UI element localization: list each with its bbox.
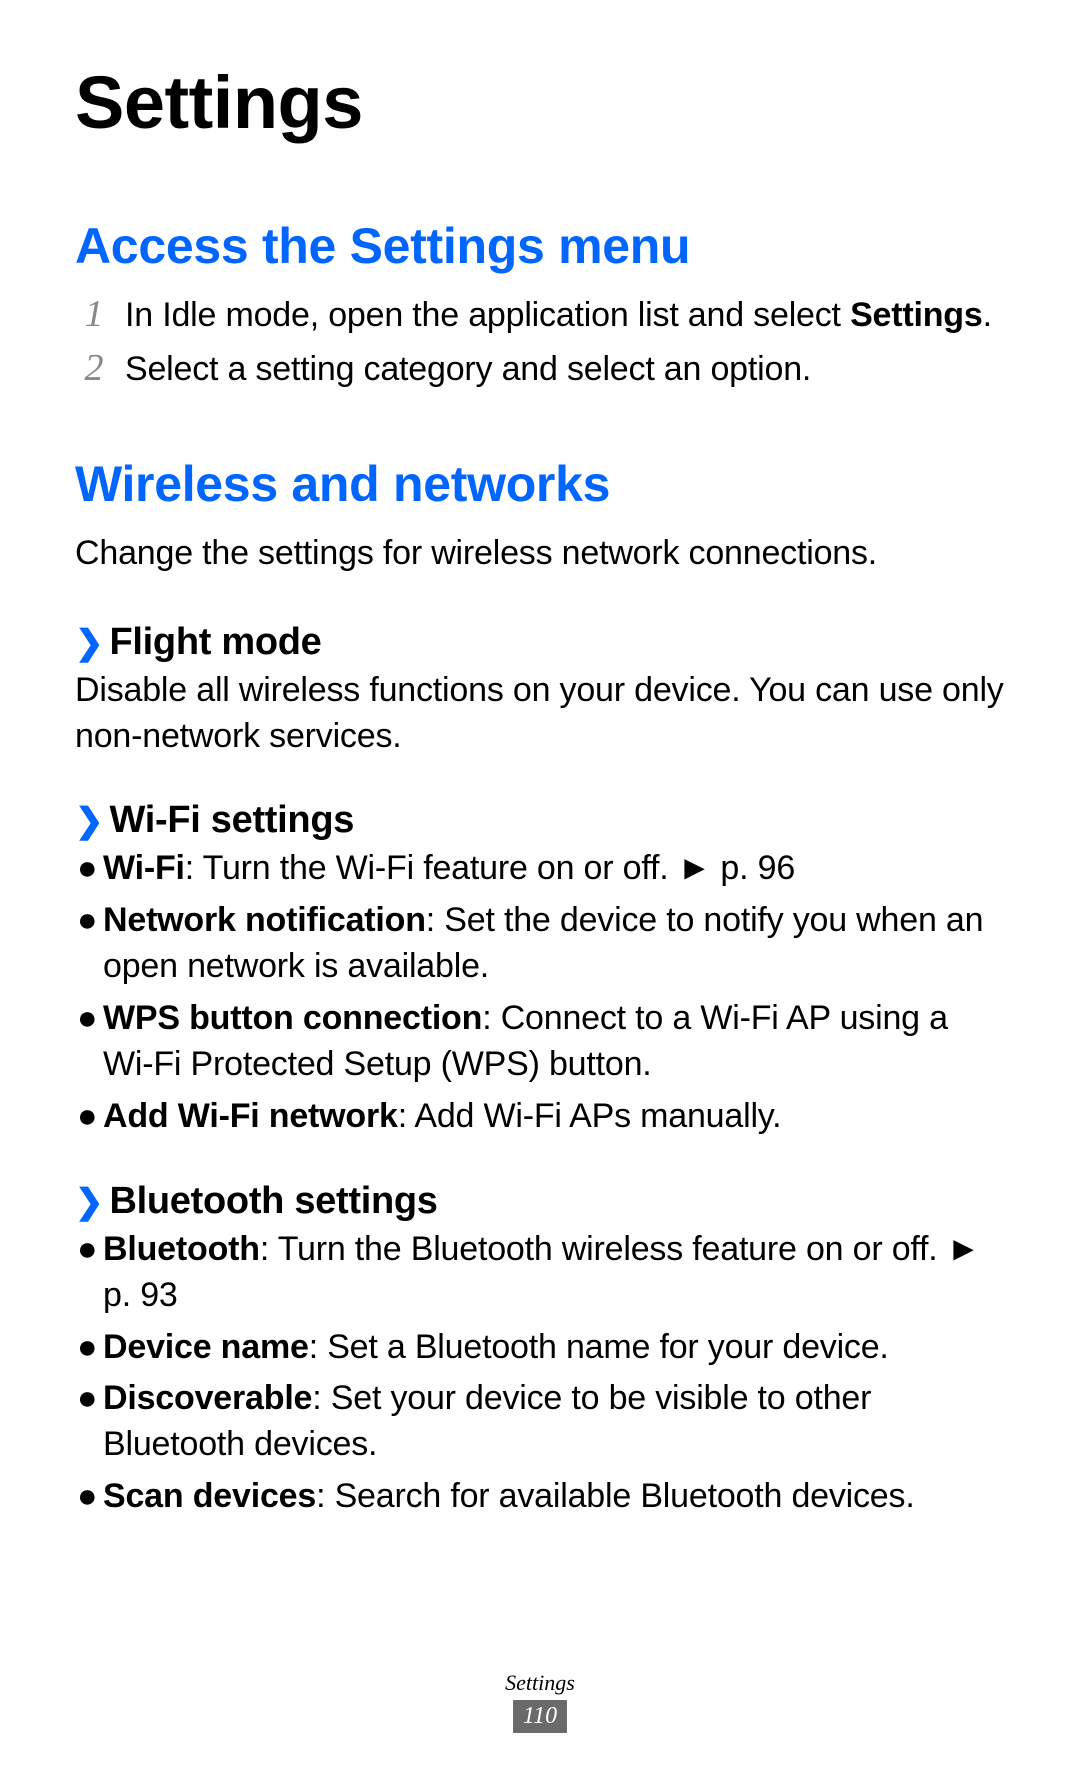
list-item-bold: Device name [103, 1328, 309, 1366]
list-item-rest: : Turn the Wi-Fi feature on or off. ► p.… [185, 849, 795, 887]
subsection-heading-flight-mode: ❯ Flight mode [75, 621, 1005, 664]
page-title: Settings [75, 60, 1005, 145]
section-heading-access: Access the Settings menu [75, 217, 1005, 275]
step-item: 1 In Idle mode, open the application lis… [75, 293, 1005, 339]
step-text-suffix: . [983, 296, 992, 334]
step-item: 2 Select a setting category and select a… [75, 347, 1005, 393]
subsection-title: Bluetooth settings [110, 1180, 438, 1223]
section-heading-wireless: Wireless and networks [75, 455, 1005, 513]
footer-section-label: Settings [0, 1670, 1080, 1696]
list-item-text: Add Wi-Fi network: Add Wi-Fi APs manuall… [103, 1094, 1005, 1140]
bullet-icon: ● [75, 1474, 103, 1520]
chevron-icon: ❯ [75, 626, 104, 660]
step-text-bold: Settings [850, 296, 983, 334]
bullet-icon: ● [75, 996, 103, 1088]
step-text: Select a setting category and select an … [125, 347, 811, 393]
list-item-text: Wi-Fi: Turn the Wi-Fi feature on or off.… [103, 846, 1005, 892]
manual-page: Settings Access the Settings menu 1 In I… [0, 0, 1080, 1771]
subsection-desc: Disable all wireless functions on your d… [75, 668, 1005, 760]
list-item: ● Bluetooth: Turn the Bluetooth wireless… [75, 1227, 1005, 1319]
step-text-prefix: Select a setting category and select an … [125, 350, 811, 388]
bullet-icon: ● [75, 1094, 103, 1140]
list-item: ● WPS button connection: Connect to a Wi… [75, 996, 1005, 1088]
bullet-icon: ● [75, 1376, 103, 1468]
list-item-bold: Bluetooth [103, 1230, 260, 1268]
list-item-text: Scan devices: Search for available Bluet… [103, 1474, 1005, 1520]
step-text: In Idle mode, open the application list … [125, 293, 992, 339]
list-item: ● Wi-Fi: Turn the Wi-Fi feature on or of… [75, 846, 1005, 892]
list-item-rest: : Add Wi-Fi APs manually. [398, 1097, 782, 1135]
list-item-rest: : Set a Bluetooth name for your device. [309, 1328, 889, 1366]
list-item-text: Discoverable: Set your device to be visi… [103, 1376, 1005, 1468]
subsection-heading-wifi: ❯ Wi-Fi settings [75, 799, 1005, 842]
list-item-text: Bluetooth: Turn the Bluetooth wireless f… [103, 1227, 1005, 1319]
list-item-bold: Add Wi-Fi network [103, 1097, 398, 1135]
step-number: 1 [75, 295, 113, 333]
subsection-heading-bluetooth: ❯ Bluetooth settings [75, 1180, 1005, 1223]
section-desc: Change the settings for wireless network… [75, 531, 1005, 577]
subsection-title: Flight mode [110, 621, 322, 664]
step-list: 1 In Idle mode, open the application lis… [75, 293, 1005, 393]
chevron-icon: ❯ [75, 1185, 104, 1219]
step-number: 2 [75, 349, 113, 387]
bullet-icon: ● [75, 898, 103, 990]
list-item-text: Network notification: Set the device to … [103, 898, 1005, 990]
list-item: ● Network notification: Set the device t… [75, 898, 1005, 990]
subsection-title: Wi-Fi settings [110, 799, 355, 842]
chevron-icon: ❯ [75, 804, 104, 838]
list-item-text: Device name: Set a Bluetooth name for yo… [103, 1325, 1005, 1371]
list-item: ● Device name: Set a Bluetooth name for … [75, 1325, 1005, 1371]
list-item-bold: Wi-Fi [103, 849, 185, 887]
bullet-icon: ● [75, 1325, 103, 1371]
page-number-badge: 110 [513, 1700, 567, 1733]
page-footer: Settings 110 [0, 1670, 1080, 1733]
list-item: ● Scan devices: Search for available Blu… [75, 1474, 1005, 1520]
list-item-bold: Network notification [103, 901, 426, 939]
bullet-list-bluetooth: ● Bluetooth: Turn the Bluetooth wireless… [75, 1227, 1005, 1520]
list-item-rest: : Search for available Bluetooth devices… [316, 1477, 915, 1515]
step-text-prefix: In Idle mode, open the application list … [125, 296, 850, 334]
list-item-bold: WPS button connection [103, 999, 482, 1037]
list-item-text: WPS button connection: Connect to a Wi-F… [103, 996, 1005, 1088]
list-item: ● Add Wi-Fi network: Add Wi-Fi APs manua… [75, 1094, 1005, 1140]
bullet-icon: ● [75, 846, 103, 892]
list-item: ● Discoverable: Set your device to be vi… [75, 1376, 1005, 1468]
bullet-icon: ● [75, 1227, 103, 1319]
bullet-list-wifi: ● Wi-Fi: Turn the Wi-Fi feature on or of… [75, 846, 1005, 1139]
list-item-bold: Scan devices [103, 1477, 316, 1515]
list-item-bold: Discoverable [103, 1379, 312, 1417]
